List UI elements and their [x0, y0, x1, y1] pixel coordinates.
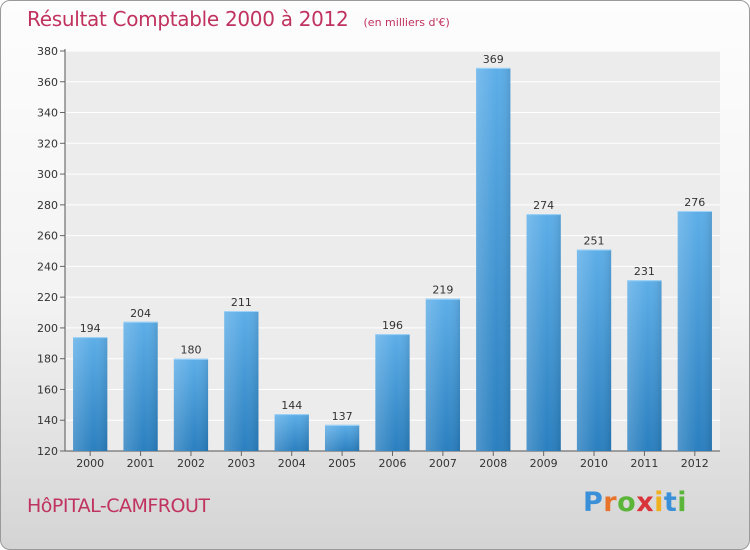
x-tick-label: 2011	[630, 457, 658, 470]
x-tick-label: 2012	[681, 457, 709, 470]
logo-letter: i	[677, 487, 688, 518]
bar-shade	[324, 424, 360, 451]
logo-letter: r	[603, 487, 618, 518]
bar-shade	[627, 280, 662, 451]
y-tick-label: 180	[37, 353, 58, 366]
logo-letter: t	[663, 487, 678, 518]
y-tick-label: 320	[37, 137, 58, 150]
bar-shade	[677, 211, 712, 451]
y-tick-label: 160	[37, 383, 58, 396]
y-tick-label: 120	[37, 445, 58, 458]
bar-shade	[123, 321, 158, 451]
y-tick-label: 280	[37, 199, 58, 212]
y-tick-label: 240	[37, 260, 58, 273]
y-tick-label: 200	[37, 322, 58, 335]
x-tick-label: 2005	[328, 457, 356, 470]
data-label: 211	[231, 296, 252, 309]
y-tick-label: 140	[37, 414, 58, 427]
data-label: 231	[634, 265, 655, 278]
y-tick-label: 340	[37, 107, 58, 120]
bar-shade	[224, 311, 259, 451]
x-tick-label: 2006	[379, 457, 407, 470]
x-tick-label: 2003	[227, 457, 255, 470]
bar-shade	[526, 214, 561, 451]
data-label: 219	[432, 284, 453, 297]
logo-letter: i	[654, 487, 664, 518]
logo-letter: P	[583, 487, 604, 518]
bar-shade	[476, 67, 511, 451]
data-label: 251	[584, 234, 605, 247]
bar-shade	[73, 337, 108, 451]
commune-name: HôPITAL-CAMFROUT	[27, 495, 210, 517]
logo-letter: x	[636, 487, 655, 518]
data-label: 369	[483, 53, 504, 66]
bar-shade	[576, 249, 612, 451]
chart-header: Résultat Comptable 2000 à 2012 (en milli…	[27, 7, 450, 31]
bar-shade	[375, 334, 410, 451]
chart-title: Résultat Comptable 2000 à 2012	[27, 7, 349, 31]
x-tick-label: 2007	[429, 457, 457, 470]
data-label: 204	[130, 307, 151, 320]
logo-letter: o	[617, 487, 637, 518]
bar-shade	[274, 414, 309, 451]
x-tick-label: 2009	[530, 457, 558, 470]
y-tick-label: 300	[37, 168, 58, 181]
bar-shade	[425, 298, 461, 451]
chart-subtitle: (en milliers d'€)	[363, 16, 450, 29]
y-tick-label: 220	[37, 291, 58, 304]
x-tick-label: 2010	[580, 457, 608, 470]
y-tick-label: 360	[37, 76, 58, 89]
data-label: 137	[332, 410, 353, 423]
x-tick-label: 2002	[177, 457, 205, 470]
data-label: 194	[80, 322, 101, 335]
y-tick-label: 260	[37, 230, 58, 243]
data-label: 180	[180, 344, 201, 357]
x-tick-label: 2001	[127, 457, 155, 470]
x-tick-label: 2008	[479, 457, 507, 470]
data-label: 274	[533, 199, 554, 212]
y-tick-label: 380	[37, 45, 58, 58]
bar-shade	[173, 358, 209, 451]
x-tick-label: 2000	[76, 457, 104, 470]
x-tick-label: 2004	[278, 457, 306, 470]
data-label: 276	[684, 196, 705, 209]
data-label: 196	[382, 319, 403, 332]
data-label: 144	[281, 399, 302, 412]
proxiti-logo: Proxiti	[583, 487, 687, 518]
